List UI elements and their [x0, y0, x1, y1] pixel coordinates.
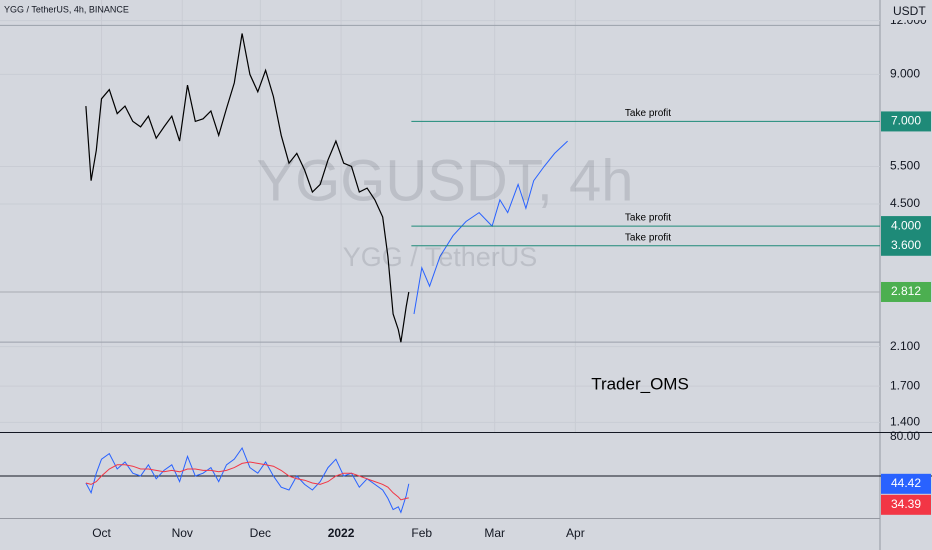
rsi-ma-badge	[881, 494, 931, 515]
target-badge-text: 4.000	[891, 218, 921, 232]
target-badge	[881, 111, 931, 132]
x-tick-label: Apr	[566, 526, 585, 540]
rsi-ma-line	[85, 461, 409, 501]
header: YGG / TetherUS, 4h, BINANCE	[4, 4, 129, 14]
watermark: YGGUSDT, 4h	[256, 148, 633, 213]
time-axis: Oct Nov Dec 2022 Feb Mar Apr	[92, 526, 585, 540]
y-tick-label: 1.400	[890, 415, 920, 429]
y-tick-label: 5.500	[890, 159, 920, 173]
rsi-badge	[881, 473, 931, 494]
x-tick-label: Oct	[92, 526, 111, 540]
projection-line	[413, 140, 568, 315]
rsi-tick-label: 80.00	[890, 429, 920, 443]
rsi-line	[85, 446, 410, 514]
target-badge-text: 7.000	[891, 114, 921, 128]
author-note: Trader_OMS	[591, 374, 689, 393]
y-tick-label: 2.100	[890, 339, 920, 353]
currency-label: USDT	[893, 4, 926, 18]
main-pane: Take profit Take profit Take profit	[0, 0, 880, 432]
target-badge-text: 3.600	[891, 238, 921, 252]
rsi-badge-text: 44.42	[891, 476, 921, 490]
target-text: Take profit	[625, 108, 671, 119]
y-tick-label: 4.500	[890, 196, 920, 210]
currency-bg	[881, 4, 931, 20]
x-tick-label: 2022	[328, 526, 355, 540]
last-price-badge	[881, 281, 931, 302]
rsi-pane	[0, 446, 880, 514]
y-tick-label: 1.700	[890, 378, 920, 392]
x-tick-label: Feb	[411, 526, 432, 540]
x-tick-label: Dec	[250, 526, 271, 540]
price-line	[85, 33, 410, 343]
rsi-ma-badge-text: 34.39	[891, 497, 921, 511]
x-tick-label: Mar	[484, 526, 505, 540]
target-text: Take profit	[625, 213, 671, 224]
last-price-text: 2.812	[891, 284, 921, 298]
target-text: Take profit	[625, 232, 671, 243]
watermark-sub: YGG / TetherUS	[343, 242, 538, 272]
x-tick-label: Nov	[172, 526, 193, 540]
target-badge	[881, 216, 931, 237]
y-tick-label: 9.000	[890, 67, 920, 81]
target-badge	[881, 235, 931, 256]
